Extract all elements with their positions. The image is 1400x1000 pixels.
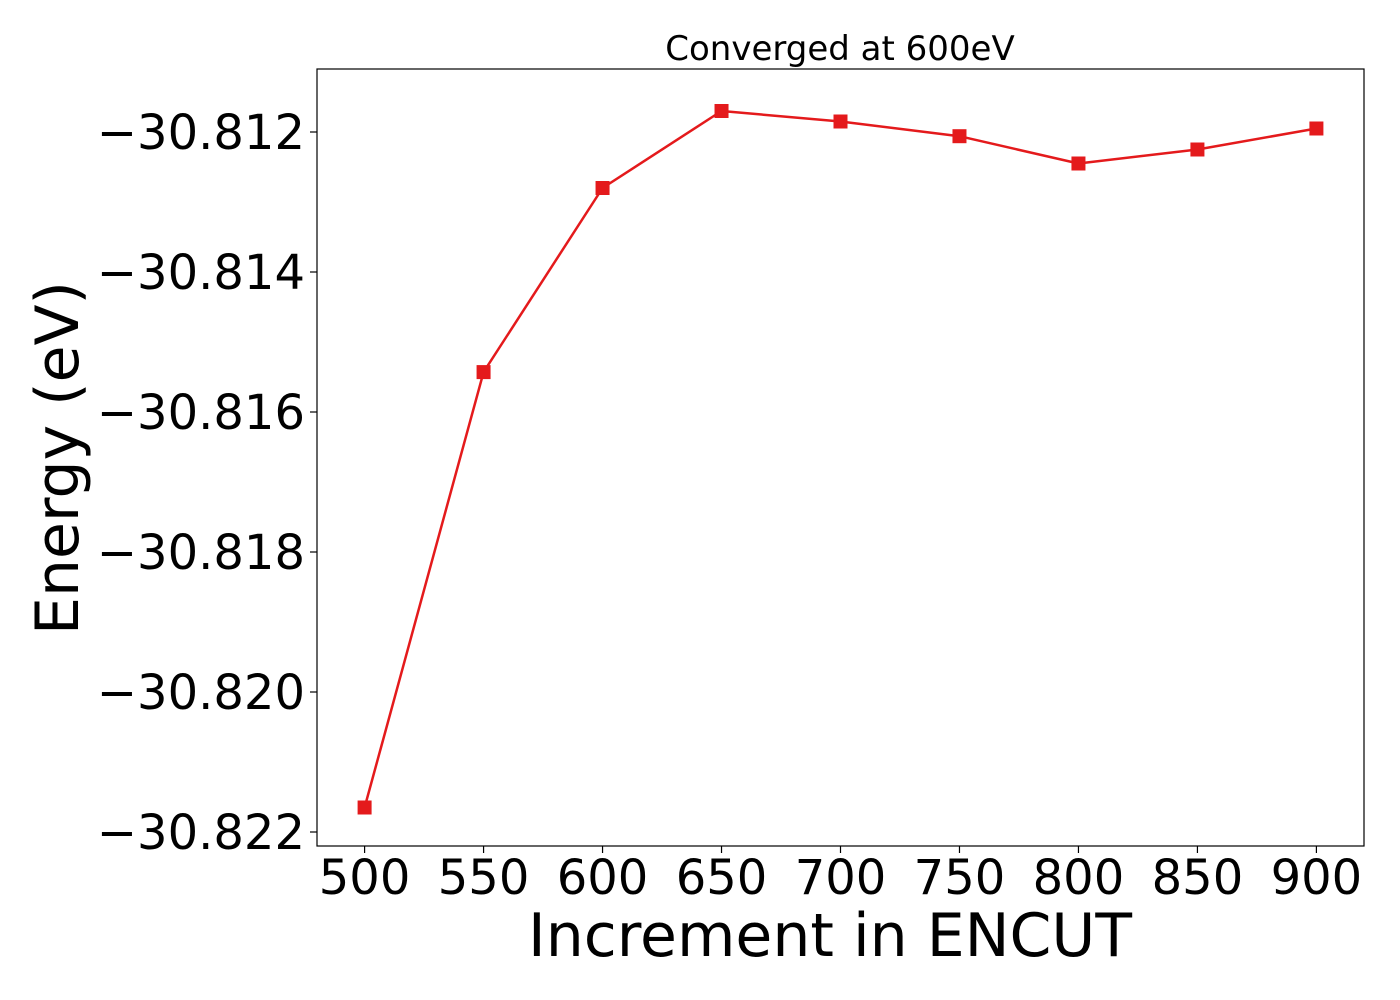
x-tick-label: 850 (1152, 850, 1244, 906)
x-tick-label: 500 (319, 850, 411, 906)
y-tick-label: −30.822 (97, 805, 305, 861)
data-point-marker (595, 181, 610, 195)
x-tick-label: 550 (438, 850, 530, 906)
data-point-marker (714, 104, 729, 118)
data-point-marker (1190, 142, 1205, 157)
x-axis-ticks: 500 550 600 650 700 750 800 850 900 (319, 846, 1362, 906)
plot-area-frame (316, 68, 1365, 847)
x-tick-label: 650 (676, 850, 768, 906)
y-tick-label: −30.818 (97, 525, 305, 581)
x-tick-label: 900 (1271, 850, 1363, 906)
series-line (363, 109, 1317, 808)
x-axis-title: Increment in ENCUT (528, 901, 1132, 971)
y-tick-label: −30.814 (97, 245, 305, 301)
y-axis-title: Energy (eV) (23, 281, 93, 635)
y-tick-label: −30.816 (97, 385, 305, 441)
data-point-marker (357, 800, 372, 815)
x-tick-label: 800 (1033, 850, 1125, 906)
data-point-marker (1071, 156, 1086, 171)
data-point-marker (952, 129, 967, 144)
x-tick-label: 600 (557, 850, 649, 906)
y-axis-ticks: −30.822 −30.820 −30.818 −30.816 −30.814 −30.8… (97, 105, 317, 861)
data-point-marker (476, 365, 491, 380)
chart-title: Converged at 600eV (665, 29, 1014, 69)
y-tick-label: −30.820 (97, 665, 305, 721)
data-point-marker (833, 114, 848, 129)
x-tick-label: 750 (914, 850, 1006, 906)
x-tick-label: 700 (795, 850, 887, 906)
y-tick-label: −30.812 (97, 105, 305, 161)
data-point-marker (1309, 121, 1324, 136)
series-layer (357, 104, 1324, 815)
